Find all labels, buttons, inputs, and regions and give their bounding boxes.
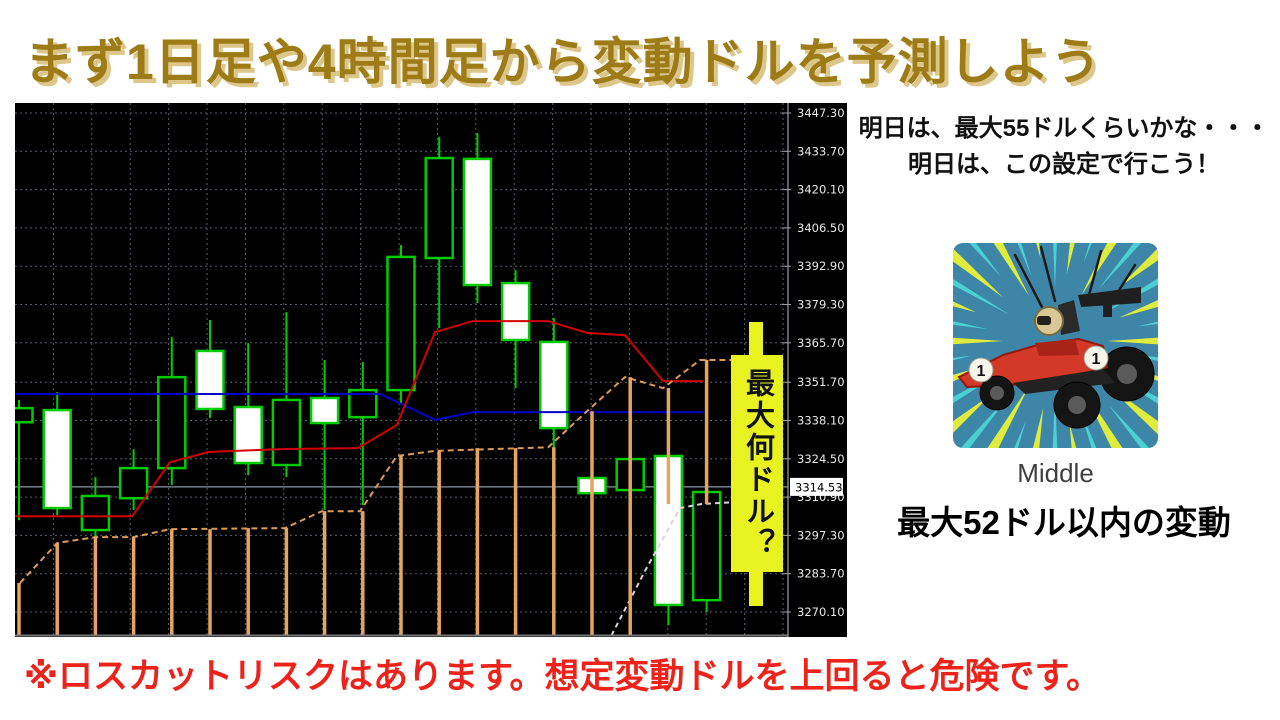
candlestick-chart-panel: 3447.30 3433.70 3420.10 3406.50 3392.90 3379.… xyxy=(15,103,847,637)
candle xyxy=(500,270,531,389)
sunburst-ray xyxy=(953,337,1003,345)
annotation-line-bottom xyxy=(749,571,763,606)
underbody xyxy=(1013,369,1115,394)
engine-cover xyxy=(1058,300,1080,335)
price-tick-label: 3406.50 xyxy=(797,221,845,235)
candle xyxy=(157,337,187,485)
upper-band-line xyxy=(19,359,732,584)
current-price-value: 3314.53 xyxy=(795,480,843,494)
card-subtitle: 最大52ドル以内の変動 xyxy=(897,504,1231,541)
forecast-text-line1: 明日は、最大55ドルくらいかな・・・ xyxy=(858,115,1270,142)
sunburst-ray xyxy=(953,321,989,330)
candle xyxy=(118,449,149,511)
price-tick-label: 3297.30 xyxy=(797,528,845,542)
candle xyxy=(462,132,493,304)
speed-lines xyxy=(1013,245,1137,311)
page-title: まず1日足や4時間足から変動ドルを予測しよう xyxy=(24,34,1102,90)
sunburst-ray xyxy=(953,248,1003,298)
candle xyxy=(386,245,416,406)
price-tick-label: 3379.30 xyxy=(797,297,845,311)
current-price-box xyxy=(790,477,843,496)
price-tick-label: 3338.10 xyxy=(797,414,845,428)
middle-hub xyxy=(1068,396,1086,414)
candle xyxy=(15,399,34,521)
price-tick-label: 3283.70 xyxy=(797,567,845,581)
sunburst-ray xyxy=(1098,243,1142,289)
sunburst-ray xyxy=(953,394,991,433)
side-pod xyxy=(1035,339,1079,356)
price-tick-label: 3392.90 xyxy=(797,259,845,273)
candle xyxy=(539,318,569,451)
candlestick-chart: 3447.30 3433.70 3420.10 3406.50 3392.90 3379.… xyxy=(15,103,845,637)
sunburst-ray xyxy=(969,243,1002,277)
ma-red-line xyxy=(15,320,703,518)
price-tick-label: 3324.50 xyxy=(797,452,845,466)
wing-strut xyxy=(1103,301,1112,317)
price-tick-label: 3270.10 xyxy=(797,605,845,619)
candle xyxy=(309,359,340,511)
helmet-visor xyxy=(1037,316,1051,325)
annotation-label: 最大何ドル？ xyxy=(741,367,774,560)
sunburst-ray xyxy=(1052,393,1058,448)
price-tick-label: 3447.30 xyxy=(797,106,845,120)
forecast-text-line2: 明日は、この設定で行こう！ xyxy=(908,151,1220,178)
lower-band-line xyxy=(609,498,787,637)
race-car: 1 1 xyxy=(957,287,1155,429)
candle xyxy=(80,477,111,539)
candle xyxy=(195,319,225,418)
candle xyxy=(42,392,72,516)
sunburst-ray xyxy=(953,301,977,313)
front-hub xyxy=(990,386,1004,400)
price-tick-label: 3433.70 xyxy=(797,144,845,158)
price-tick-label: 3365.70 xyxy=(797,336,845,350)
nose-number-roundel xyxy=(968,357,994,383)
rear-wing xyxy=(1078,287,1141,307)
sunburst-ray xyxy=(1107,337,1158,345)
sunburst-ray xyxy=(1069,423,1077,448)
price-tick-label: 3420.10 xyxy=(797,183,845,197)
candles xyxy=(15,132,722,626)
max-dollar-annotation: 最大何ドル？ xyxy=(731,355,783,572)
ma-blue-line xyxy=(15,393,703,421)
risk-warning: ※ロスカットリスクはあります。想定変動ドルを上回ると危険です。 xyxy=(24,657,1102,696)
candle xyxy=(348,361,378,505)
side-number-roundel xyxy=(1083,345,1109,371)
nose-number: 1 xyxy=(977,363,986,380)
side-number: 1 xyxy=(1092,351,1101,368)
indicator-bars xyxy=(17,359,709,635)
race-car-illustration: 1 1 xyxy=(953,243,1158,448)
price-axis: 3447.30 3433.70 3420.10 3406.50 3392.90 3379.… xyxy=(782,103,845,637)
price-tick-label: 3351.70 xyxy=(797,375,845,389)
candle xyxy=(233,343,263,476)
sunburst-ray xyxy=(1053,243,1057,289)
rear-hub xyxy=(1117,364,1137,384)
card-caption: Middle xyxy=(1017,458,1094,488)
annotation-line-top xyxy=(749,322,763,356)
candle xyxy=(424,136,454,329)
race-car-card: 1 1 xyxy=(953,243,1158,448)
